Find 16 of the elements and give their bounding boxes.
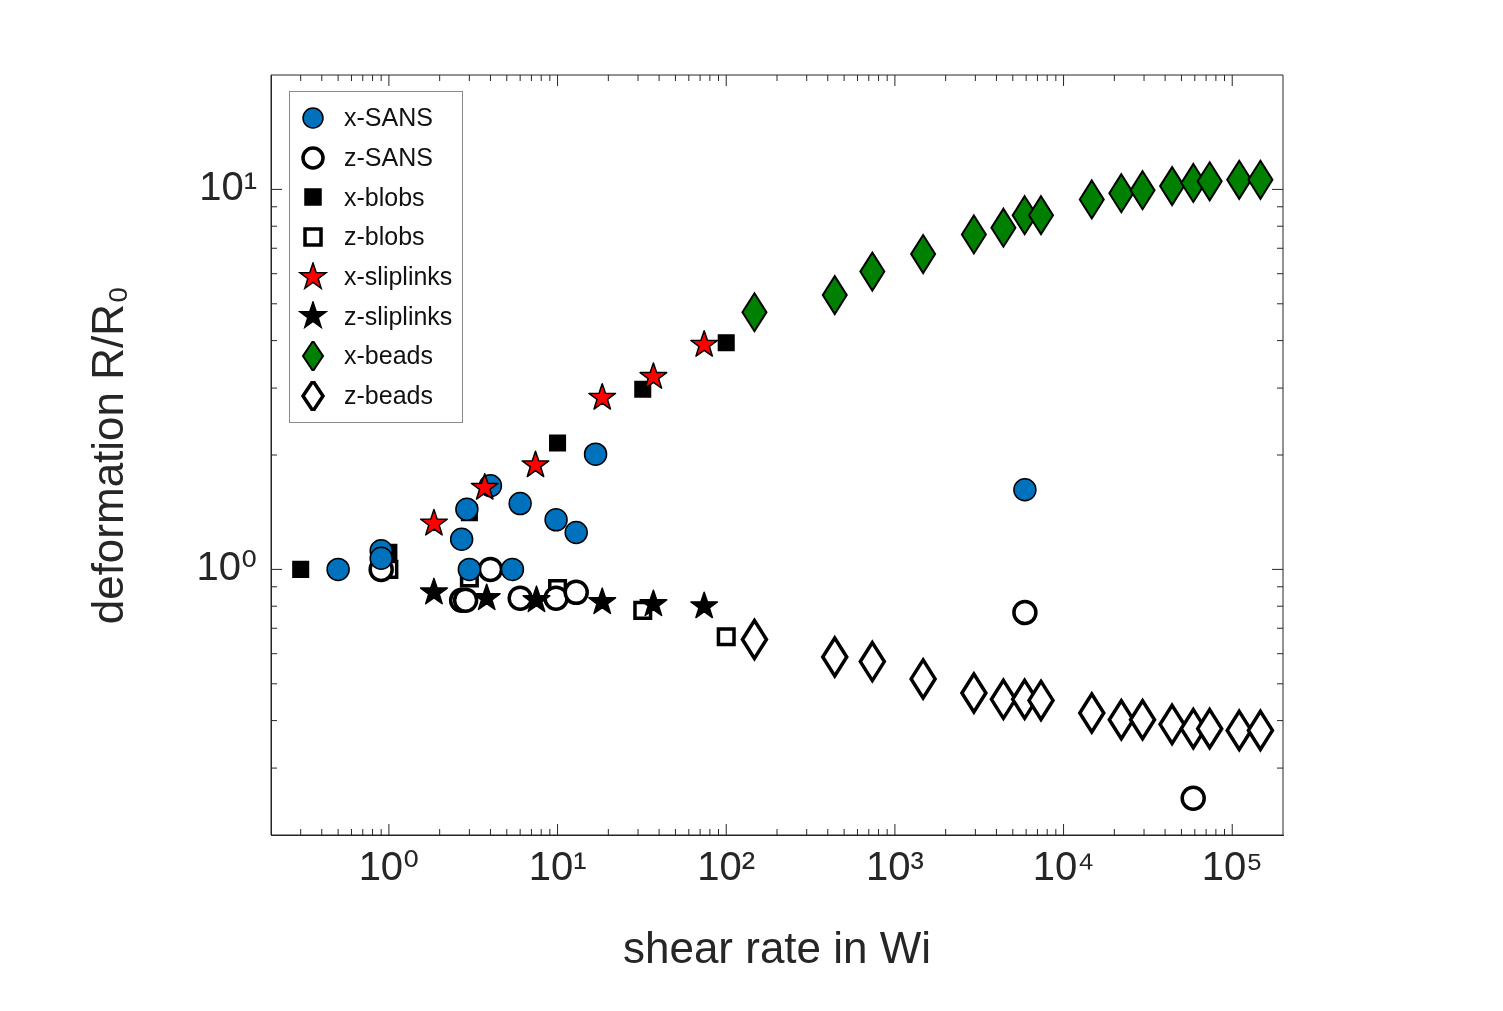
legend-label: x-SANS [344, 103, 433, 133]
x-tick-label: 10³ [865, 844, 924, 889]
x-axis-title: shear rate in Wi [622, 922, 932, 972]
legend-label: x-beads [344, 341, 433, 371]
y-axis-title: deformation R/R₀ [82, 285, 132, 625]
x-tick-label: 10⁴ [1032, 844, 1095, 889]
x-tick-label: 10² [697, 844, 756, 889]
legend-label: x-sliplinks [344, 262, 453, 292]
legend-label: z-beads [344, 381, 433, 411]
x-tick-label: 10¹ [528, 844, 587, 889]
legend-label: z-blobs [344, 222, 425, 252]
legend-label: z-SANS [344, 143, 433, 173]
legend-label: z-sliplinks [344, 301, 453, 331]
legend-label: x-blobs [344, 182, 425, 212]
x-tick-label: 10⁵ [1201, 844, 1263, 889]
x-tick-label: 10⁰ [358, 844, 420, 889]
